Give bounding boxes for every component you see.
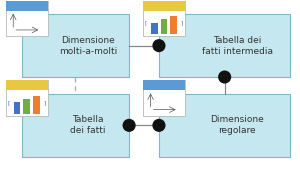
FancyBboxPatch shape	[143, 80, 185, 116]
FancyBboxPatch shape	[6, 1, 47, 36]
Text: [: [	[8, 100, 10, 105]
FancyBboxPatch shape	[6, 80, 47, 90]
Ellipse shape	[218, 70, 231, 84]
FancyBboxPatch shape	[6, 1, 47, 11]
FancyBboxPatch shape	[159, 14, 290, 77]
FancyBboxPatch shape	[143, 1, 185, 36]
Ellipse shape	[152, 39, 166, 52]
FancyBboxPatch shape	[23, 99, 30, 114]
Text: ]: ]	[43, 100, 46, 105]
FancyBboxPatch shape	[6, 80, 47, 116]
FancyBboxPatch shape	[151, 23, 158, 34]
Ellipse shape	[122, 119, 136, 132]
Text: Dimensione
regolare: Dimensione regolare	[210, 115, 264, 135]
FancyBboxPatch shape	[170, 16, 177, 34]
Ellipse shape	[152, 119, 166, 132]
FancyBboxPatch shape	[22, 94, 129, 157]
FancyBboxPatch shape	[143, 1, 185, 11]
FancyBboxPatch shape	[33, 96, 40, 114]
FancyBboxPatch shape	[14, 102, 20, 114]
FancyBboxPatch shape	[22, 14, 129, 77]
FancyBboxPatch shape	[159, 94, 290, 157]
FancyBboxPatch shape	[143, 80, 185, 90]
FancyBboxPatch shape	[160, 19, 167, 34]
Text: Tabella
dei fatti: Tabella dei fatti	[70, 115, 106, 135]
Text: Tabella dei
fatti intermedia: Tabella dei fatti intermedia	[202, 36, 273, 56]
Text: ]: ]	[181, 20, 183, 25]
Text: [: [	[145, 20, 147, 25]
Text: Dimensione
molti-a-molti: Dimensione molti-a-molti	[59, 36, 117, 56]
